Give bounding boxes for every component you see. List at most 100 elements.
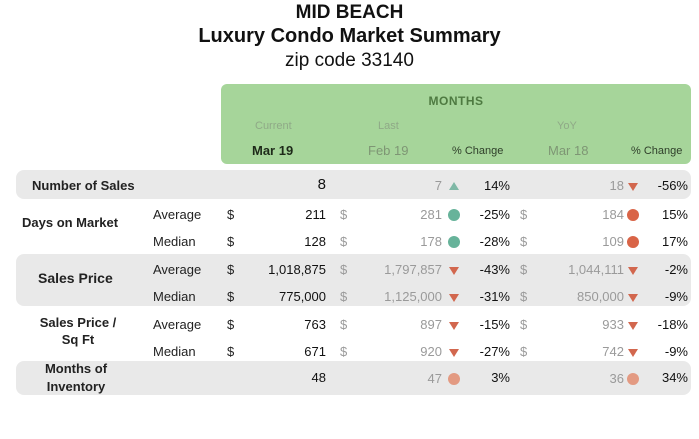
yoy-sub-label: YoY bbox=[557, 120, 577, 132]
currency-sign: $ bbox=[340, 234, 348, 249]
sqft-average-label: Average bbox=[153, 317, 202, 332]
dom-average-current: 211 bbox=[305, 207, 326, 222]
price-average-yoy-change: -2% bbox=[664, 262, 688, 277]
sales-yoy-change: -56% bbox=[657, 178, 688, 193]
currency-sign: $ bbox=[520, 234, 528, 249]
row-label-days-on-market: Days on Market bbox=[22, 215, 119, 230]
dom-average-last-change: -25% bbox=[479, 207, 510, 222]
decrease-triangle-icon bbox=[449, 322, 459, 330]
price-average-last-change: -43% bbox=[479, 262, 510, 277]
currency-sign: $ bbox=[227, 262, 235, 277]
decrease-triangle-icon bbox=[449, 267, 459, 275]
dom-median-last-change: -28% bbox=[479, 234, 510, 249]
inventory-yoy-change: 34% bbox=[661, 370, 688, 385]
salmon-circle-icon bbox=[448, 373, 460, 385]
row-label-months-of-inventory: Months of bbox=[44, 361, 108, 376]
yoy-change-header: % Change bbox=[631, 145, 683, 157]
salmon-circle-icon bbox=[627, 373, 639, 385]
decrease-triangle-icon bbox=[628, 183, 638, 191]
sqft-median-last: 920 bbox=[420, 344, 442, 359]
price-average-label: Average bbox=[153, 262, 202, 277]
sqft-average-current: 763 bbox=[304, 317, 326, 332]
sqft-average-last: 897 bbox=[420, 317, 442, 332]
price-median-yoy-change: -9% bbox=[664, 289, 688, 304]
row-label-number-of-sales: Number of Sales bbox=[32, 178, 135, 193]
price-average-yoy: 1,044,111 bbox=[568, 262, 624, 277]
currency-sign: $ bbox=[227, 207, 235, 222]
sqft-average-last-change: -15% bbox=[479, 317, 510, 332]
dom-median-label: Median bbox=[153, 234, 196, 249]
row-band-price bbox=[16, 254, 691, 306]
sales-yoy: 18 bbox=[609, 178, 624, 193]
green-circle-icon bbox=[448, 236, 460, 248]
decrease-triangle-icon bbox=[628, 349, 638, 357]
row-label-sales-price-per-sqft: Sales Price / bbox=[39, 315, 117, 330]
sales-current: 8 bbox=[317, 176, 326, 193]
row-label-sales-price: Sales Price bbox=[38, 270, 113, 286]
inventory-current: 48 bbox=[311, 370, 326, 385]
current-sub-label: Current bbox=[255, 120, 292, 132]
yoy-period-header: Mar 18 bbox=[548, 143, 589, 158]
dom-average-yoy: 184 bbox=[602, 207, 624, 222]
last-period-header: Feb 19 bbox=[368, 143, 409, 158]
currency-sign: $ bbox=[227, 289, 235, 304]
sqft-average-yoy-change: -18% bbox=[657, 317, 688, 332]
green-circle-icon bbox=[448, 209, 460, 221]
dom-median-yoy-change: 17% bbox=[661, 234, 688, 249]
currency-sign: $ bbox=[520, 344, 528, 359]
row-band-sales bbox=[16, 170, 691, 199]
dom-average-label: Average bbox=[153, 207, 202, 222]
price-median-last: 1,125,000 bbox=[384, 289, 442, 304]
sales-last: 7 bbox=[434, 178, 442, 193]
last-change-header: % Change bbox=[452, 145, 504, 157]
months-label: MONTHS bbox=[428, 94, 484, 108]
dom-average-last: 281 bbox=[420, 207, 442, 222]
inventory-yoy: 36 bbox=[609, 371, 624, 386]
row-label-months-of-inventory-2: Inventory bbox=[46, 379, 106, 394]
dom-median-last: 178 bbox=[420, 234, 442, 249]
price-median-yoy: 850,000 bbox=[577, 289, 624, 304]
decrease-triangle-icon bbox=[449, 294, 459, 302]
report-title: MID BEACH bbox=[295, 2, 404, 23]
red-circle-icon bbox=[627, 209, 639, 221]
row-label-sales-price-per-sqft-2: Sq Ft bbox=[61, 332, 95, 347]
sqft-median-yoy-change: -9% bbox=[664, 344, 688, 359]
sqft-median-label: Median bbox=[153, 344, 196, 359]
currency-sign: $ bbox=[520, 207, 528, 222]
months-header-panel: MONTHS bbox=[221, 84, 691, 164]
currency-sign: $ bbox=[520, 317, 528, 332]
currency-sign: $ bbox=[520, 289, 528, 304]
currency-sign: $ bbox=[340, 207, 348, 222]
sqft-median-last-change: -27% bbox=[479, 344, 510, 359]
sqft-median-yoy: 742 bbox=[602, 344, 624, 359]
price-median-current: 775,000 bbox=[279, 289, 326, 304]
decrease-triangle-icon bbox=[628, 267, 638, 275]
decrease-triangle-icon bbox=[628, 322, 638, 330]
currency-sign: $ bbox=[340, 262, 348, 277]
currency-sign: $ bbox=[520, 262, 528, 277]
price-average-current: 1,018,875 bbox=[268, 262, 326, 277]
price-median-last-change: -31% bbox=[479, 289, 510, 304]
row-band-inventory bbox=[16, 361, 691, 395]
currency-sign: $ bbox=[340, 344, 348, 359]
current-period-header: Mar 19 bbox=[252, 143, 294, 158]
currency-sign: $ bbox=[227, 317, 235, 332]
currency-sign: $ bbox=[340, 289, 348, 304]
last-sub-label: Last bbox=[378, 120, 399, 132]
dom-median-yoy: 109 bbox=[602, 234, 624, 249]
currency-sign: $ bbox=[227, 344, 235, 359]
currency-sign: $ bbox=[340, 317, 348, 332]
price-median-label: Median bbox=[153, 289, 196, 304]
sales-last-change: 14% bbox=[483, 178, 510, 193]
sqft-average-yoy: 933 bbox=[602, 317, 624, 332]
dom-median-current: 128 bbox=[304, 234, 326, 249]
currency-sign: $ bbox=[227, 234, 235, 249]
price-average-last: 1,797,857 bbox=[384, 262, 442, 277]
inventory-last: 47 bbox=[427, 371, 442, 386]
inventory-last-change: 3% bbox=[491, 370, 510, 385]
dom-average-yoy-change: 15% bbox=[661, 207, 688, 222]
increase-triangle-icon bbox=[449, 182, 459, 190]
decrease-triangle-icon bbox=[449, 349, 459, 357]
zip-code-label: zip code 33140 bbox=[285, 50, 414, 71]
red-circle-icon bbox=[627, 236, 639, 248]
